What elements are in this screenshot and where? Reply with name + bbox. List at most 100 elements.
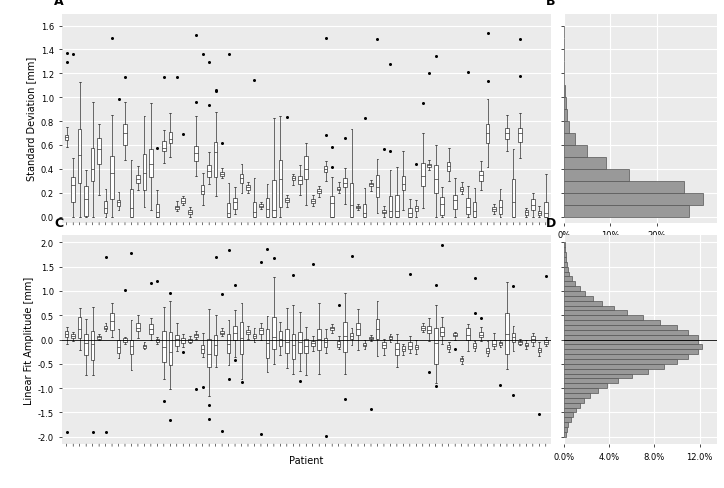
PathPatch shape xyxy=(376,176,379,198)
PathPatch shape xyxy=(72,334,75,339)
Bar xyxy=(564,158,605,169)
PathPatch shape xyxy=(207,166,211,178)
PathPatch shape xyxy=(285,329,289,354)
PathPatch shape xyxy=(402,177,405,191)
PathPatch shape xyxy=(253,203,256,217)
PathPatch shape xyxy=(499,343,502,346)
PathPatch shape xyxy=(188,211,192,214)
PathPatch shape xyxy=(298,176,302,184)
Bar xyxy=(564,291,585,296)
PathPatch shape xyxy=(292,177,295,181)
PathPatch shape xyxy=(531,200,534,210)
PathPatch shape xyxy=(512,333,515,343)
Bar xyxy=(564,407,576,412)
PathPatch shape xyxy=(415,206,418,211)
PathPatch shape xyxy=(427,326,431,333)
PathPatch shape xyxy=(427,164,431,168)
PathPatch shape xyxy=(505,128,509,140)
PathPatch shape xyxy=(440,197,444,216)
Bar xyxy=(564,296,593,301)
Bar xyxy=(564,412,573,417)
PathPatch shape xyxy=(246,186,250,191)
PathPatch shape xyxy=(447,346,450,349)
Bar xyxy=(564,398,584,403)
PathPatch shape xyxy=(169,332,172,365)
Bar xyxy=(564,384,607,388)
PathPatch shape xyxy=(240,175,243,184)
PathPatch shape xyxy=(460,358,463,361)
PathPatch shape xyxy=(311,341,314,346)
PathPatch shape xyxy=(233,326,237,341)
PathPatch shape xyxy=(85,335,88,355)
Text: A: A xyxy=(54,0,64,8)
Bar xyxy=(564,403,580,407)
Bar xyxy=(564,98,565,110)
PathPatch shape xyxy=(369,337,373,340)
PathPatch shape xyxy=(97,139,101,164)
Bar xyxy=(564,193,703,205)
PathPatch shape xyxy=(473,203,476,217)
Bar xyxy=(564,311,627,316)
PathPatch shape xyxy=(382,210,386,214)
PathPatch shape xyxy=(227,203,230,217)
PathPatch shape xyxy=(259,205,263,208)
Bar xyxy=(564,205,689,217)
PathPatch shape xyxy=(272,181,276,217)
Y-axis label: Linear Fit Amplitude [mm]: Linear Fit Amplitude [mm] xyxy=(24,276,33,404)
PathPatch shape xyxy=(402,346,405,351)
Bar xyxy=(564,110,567,122)
Bar xyxy=(564,282,575,286)
PathPatch shape xyxy=(136,176,140,183)
PathPatch shape xyxy=(395,343,399,355)
PathPatch shape xyxy=(317,189,321,194)
Bar xyxy=(564,146,587,158)
PathPatch shape xyxy=(104,202,107,214)
PathPatch shape xyxy=(305,156,308,180)
PathPatch shape xyxy=(376,320,379,339)
PathPatch shape xyxy=(434,166,437,194)
PathPatch shape xyxy=(460,188,463,192)
PathPatch shape xyxy=(473,344,476,348)
PathPatch shape xyxy=(337,187,340,191)
PathPatch shape xyxy=(408,343,412,349)
PathPatch shape xyxy=(182,199,185,203)
PathPatch shape xyxy=(363,204,366,217)
PathPatch shape xyxy=(207,340,211,367)
PathPatch shape xyxy=(227,334,230,354)
PathPatch shape xyxy=(149,149,153,178)
Bar xyxy=(564,301,602,306)
Bar xyxy=(564,86,565,98)
Bar xyxy=(564,306,614,311)
Bar xyxy=(564,335,697,340)
PathPatch shape xyxy=(110,157,114,199)
PathPatch shape xyxy=(233,199,237,209)
Bar xyxy=(564,248,565,253)
PathPatch shape xyxy=(382,343,386,348)
PathPatch shape xyxy=(389,336,392,339)
PathPatch shape xyxy=(343,323,347,352)
PathPatch shape xyxy=(317,330,321,350)
PathPatch shape xyxy=(169,133,172,143)
Bar xyxy=(564,379,618,384)
PathPatch shape xyxy=(266,199,269,217)
PathPatch shape xyxy=(330,197,334,217)
PathPatch shape xyxy=(324,338,327,347)
PathPatch shape xyxy=(479,333,483,337)
PathPatch shape xyxy=(421,163,424,186)
PathPatch shape xyxy=(220,331,224,334)
PathPatch shape xyxy=(143,345,146,348)
PathPatch shape xyxy=(162,142,166,152)
Bar xyxy=(564,374,632,379)
PathPatch shape xyxy=(195,146,198,162)
PathPatch shape xyxy=(305,339,308,353)
PathPatch shape xyxy=(220,173,224,177)
PathPatch shape xyxy=(350,333,353,340)
PathPatch shape xyxy=(78,129,81,184)
PathPatch shape xyxy=(123,125,127,145)
Bar xyxy=(564,432,566,437)
PathPatch shape xyxy=(292,334,295,360)
PathPatch shape xyxy=(259,328,263,334)
PathPatch shape xyxy=(492,340,496,346)
PathPatch shape xyxy=(324,167,327,173)
PathPatch shape xyxy=(65,332,69,338)
